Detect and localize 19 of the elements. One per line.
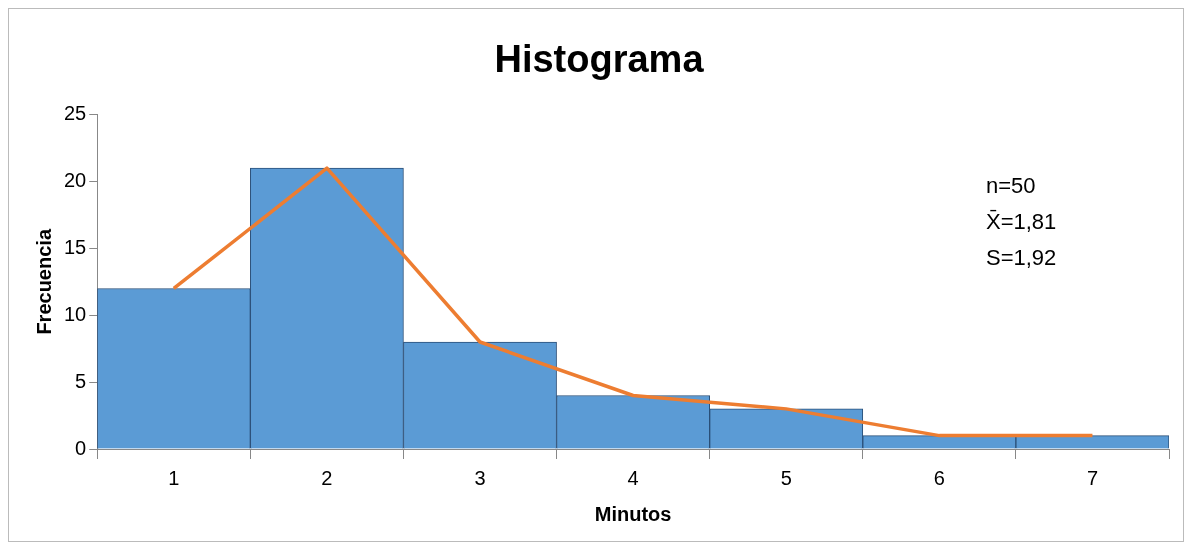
annotation: n=50 [986, 172, 1036, 198]
x-tick-label: 6 [933, 466, 945, 489]
x-tick-label: 5 [780, 466, 792, 489]
x-tick-label: 3 [474, 466, 486, 489]
x-tick-label: 7 [1086, 466, 1099, 489]
annotation: S=1,92 [986, 244, 1057, 270]
y-tick-label: 25 [64, 102, 87, 125]
y-tick-label: 15 [64, 235, 87, 258]
x-tick-label: 1 [168, 466, 180, 489]
y-tick-label: 10 [64, 302, 87, 325]
x-tick-label: 4 [627, 466, 639, 489]
chart-title: Histograma [494, 38, 705, 81]
annotation: X̄=1,81 [986, 208, 1057, 234]
x-tick-label: 2 [321, 466, 333, 489]
x-axis-title: Minutos [594, 502, 672, 525]
y-tick-label: 20 [64, 169, 87, 191]
y-axis-title: Frecuencia [32, 228, 55, 335]
y-tick-label: 0 [75, 436, 87, 459]
y-tick-label: 5 [75, 369, 87, 392]
